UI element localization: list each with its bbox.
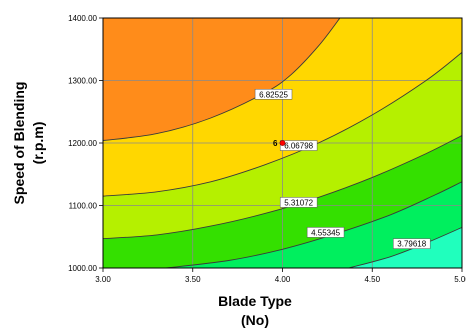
contour-label-box xyxy=(279,197,318,208)
contour-line xyxy=(103,52,462,197)
y-tick-label: 1000.00 xyxy=(68,264,97,273)
y-tick-label: 1300.00 xyxy=(68,77,97,86)
x-tick-label: 3.00 xyxy=(95,275,111,284)
contour-line xyxy=(348,226,462,268)
contour-band-6 xyxy=(348,227,462,268)
x-tick-label: 3.50 xyxy=(185,275,201,284)
contour-label-box xyxy=(279,140,318,151)
y-axis-title-line2: (r.p.m) xyxy=(30,122,46,165)
contour-label: 5.31072 xyxy=(284,198,313,207)
contour-label: 3.79618 xyxy=(397,240,426,249)
contour-label: 4.55345 xyxy=(311,228,340,237)
contour-label-box xyxy=(393,238,431,249)
y-axis-title-line1: Speed of Blending xyxy=(11,82,27,205)
contour-labels: 6.82525 6.06798 5.31072 4.55345 3.79618 xyxy=(254,89,431,249)
design-point xyxy=(279,140,286,146)
x-tick-label: 4.00 xyxy=(275,275,291,284)
x-axis-ticks: 3.00 3.50 4.00 4.50 5.00 xyxy=(95,268,466,284)
contour-label: 6.06798 xyxy=(284,142,313,151)
y-tick-label: 1200.00 xyxy=(68,139,97,148)
contour-label-box xyxy=(306,227,345,238)
contour-label: 6.82525 xyxy=(259,90,288,99)
x-tick-label: 5.00 xyxy=(454,275,466,284)
x-tick-label: 4.50 xyxy=(364,275,380,284)
design-point-label: 6 xyxy=(273,139,278,148)
y-axis-ticks: 1000.00 1100.00 1200.00 1300.00 1400.00 xyxy=(68,14,103,273)
y-tick-label: 1400.00 xyxy=(68,14,97,23)
x-axis-title-line2: (No) xyxy=(241,312,269,328)
contour-label-box xyxy=(254,89,293,100)
design-point-group: 6 xyxy=(273,139,286,148)
x-axis-title-line1: Blade Type xyxy=(218,293,292,309)
y-tick-label: 1100.00 xyxy=(69,202,98,211)
contour-band-5 xyxy=(165,181,462,268)
